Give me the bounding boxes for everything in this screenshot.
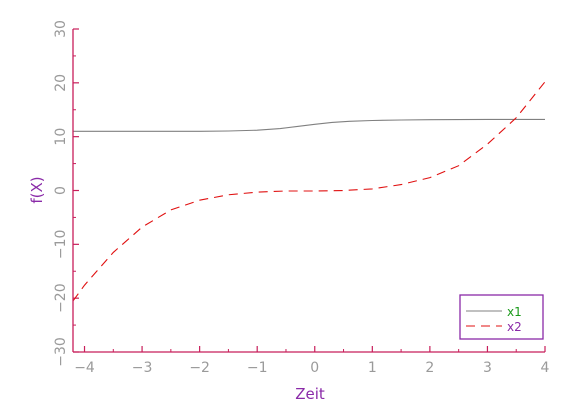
x-tick-label: −4 — [74, 360, 95, 376]
y-tick-label: 0 — [53, 186, 69, 195]
y-tick-label: 20 — [53, 74, 69, 92]
legend-box — [459, 294, 544, 340]
series-layer — [72, 81, 546, 302]
x-tick-label: −3 — [132, 360, 153, 376]
y-tick-label: 30 — [53, 20, 69, 38]
y-tick-label: 10 — [53, 128, 69, 146]
x-tick-label: 4 — [541, 360, 550, 376]
y-tick-label: −30 — [53, 337, 69, 367]
x-tick-label: 0 — [310, 360, 319, 376]
x-tick-label: −1 — [247, 360, 268, 376]
series-line-x2 — [72, 81, 546, 302]
x-tick-label: −2 — [189, 360, 210, 376]
series-line-x1 — [73, 118, 545, 132]
legend-label-x1: x1 — [507, 305, 522, 319]
x-axis-title: Zeit — [295, 385, 325, 403]
x-tick-label: 3 — [483, 360, 492, 376]
legend-label-x2: x2 — [507, 320, 522, 334]
legend: x1 x2 — [459, 294, 544, 340]
x-tick-label: 2 — [425, 360, 434, 376]
y-tick-label: −20 — [53, 283, 69, 313]
x-tick-label: 1 — [368, 360, 377, 376]
y-tick-label: −10 — [53, 230, 69, 260]
y-axis-title: f(X) — [28, 176, 46, 203]
